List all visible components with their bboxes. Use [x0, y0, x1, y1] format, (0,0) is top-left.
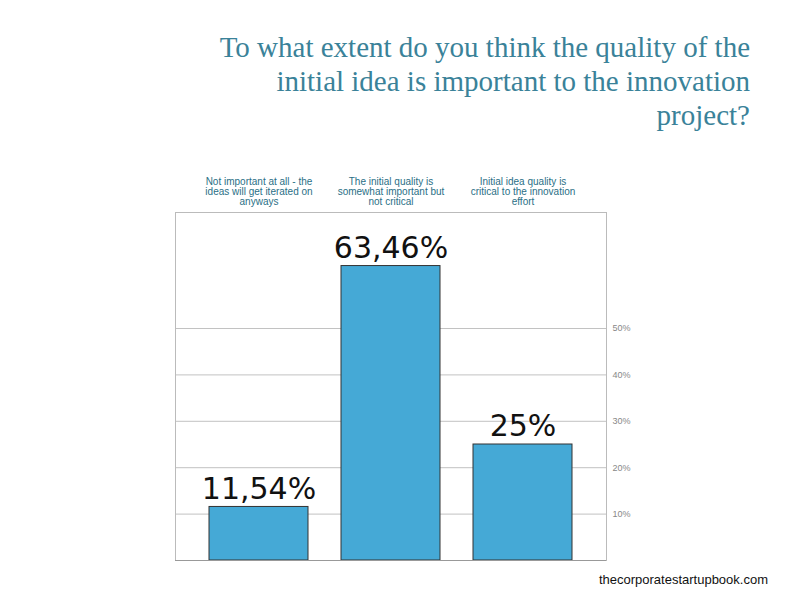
svg-text:Not important at all - theidea: Not important at all - theideas will get…: [205, 176, 312, 207]
svg-text:10%: 10%: [613, 509, 631, 519]
svg-text:30%: 30%: [613, 416, 631, 426]
svg-text:63,46%: 63,46%: [334, 230, 448, 265]
svg-text:25%: 25%: [490, 408, 557, 443]
svg-text:The initial quality issomewhat: The initial quality issomewhat important…: [338, 176, 445, 207]
svg-text:11,54%: 11,54%: [202, 471, 316, 506]
svg-text:40%: 40%: [613, 370, 631, 380]
svg-text:20%: 20%: [613, 463, 631, 473]
svg-text:Initial idea quality iscritica: Initial idea quality iscritical to the i…: [471, 176, 576, 207]
html-text:To what extent do you think th: To what extent do you think the quality …: [219, 31, 750, 131]
html-text:thecorporatestartupbook.com: thecorporatestartupbook.com: [598, 572, 768, 587]
svg-text:50%: 50%: [613, 323, 631, 333]
